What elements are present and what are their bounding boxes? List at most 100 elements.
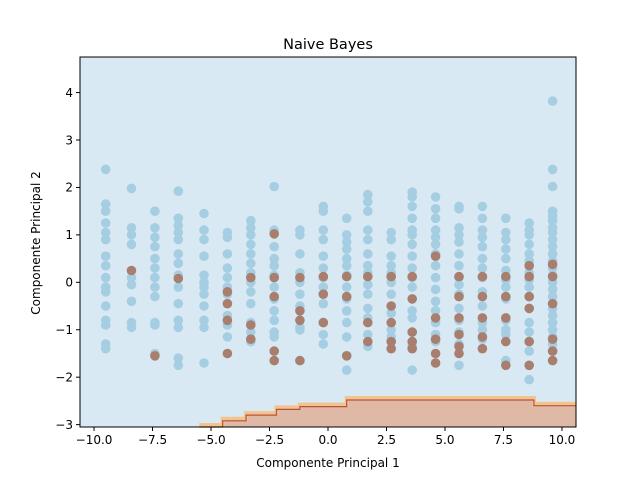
data-point-class-1 [150, 351, 160, 361]
data-point-class-0 [269, 315, 280, 326]
data-point-class-0 [100, 287, 111, 297]
data-point-class-0 [454, 279, 464, 290]
data-point-class-0 [150, 282, 160, 292]
data-point-class-0 [407, 201, 418, 212]
data-point-class-0 [501, 213, 511, 224]
data-point-class-0 [100, 301, 111, 311]
data-point-class-1 [222, 298, 233, 309]
data-point-class-0 [318, 298, 329, 309]
data-point-class-1 [547, 346, 558, 356]
data-point-class-0 [246, 230, 256, 240]
data-point-class-0 [363, 189, 373, 200]
data-point-class-0 [454, 249, 464, 259]
y-axis-label: Componente Principal 2 [29, 171, 43, 314]
data-point-class-1 [222, 315, 233, 326]
data-point-class-0 [407, 313, 418, 323]
data-point-class-0 [477, 232, 488, 243]
data-point-class-0 [100, 320, 111, 330]
data-point-class-0 [126, 296, 137, 307]
data-point-class-1 [454, 271, 464, 282]
x-axis-ticks: −10.0 −7.5 −5.0 −2.5 0.0 2.5 5.0 7.5 10.0 [76, 427, 575, 447]
data-point-class-0 [222, 232, 233, 243]
data-point-class-0 [477, 225, 488, 235]
data-point-class-0 [547, 227, 558, 238]
decision-boundary-light [199, 396, 576, 427]
data-point-class-1 [407, 327, 418, 337]
data-point-class-0 [524, 346, 534, 356]
data-point-class-1 [524, 271, 534, 282]
data-point-class-1 [430, 348, 441, 359]
data-point-class-0 [524, 374, 534, 385]
data-point-class-0 [454, 237, 464, 247]
data-point-class-1 [547, 271, 558, 282]
data-point-class-1 [246, 334, 256, 345]
data-point-class-0 [547, 215, 558, 226]
data-point-class-0 [407, 306, 418, 316]
data-point-class-0 [547, 164, 558, 175]
y-tick-label: 1 [65, 228, 73, 242]
data-point-class-0 [386, 260, 397, 271]
x-tick-label: 2.5 [377, 433, 396, 447]
data-point-class-0 [386, 325, 397, 335]
data-point-class-1 [363, 336, 373, 347]
data-point-class-1 [547, 298, 558, 309]
data-point-class-0 [222, 263, 233, 273]
x-tick-label: −10.0 [76, 433, 113, 447]
x-axis-label: Componente Principal 1 [256, 456, 399, 470]
data-point-class-0 [318, 251, 329, 261]
data-point-class-1 [524, 260, 534, 271]
data-point-class-0 [173, 258, 184, 269]
data-point-class-1 [407, 336, 418, 347]
data-point-class-0 [430, 192, 441, 202]
data-point-class-1 [269, 355, 280, 366]
data-point-class-1 [454, 329, 464, 340]
data-point-class-1 [501, 336, 511, 347]
data-point-class-0 [407, 282, 418, 292]
data-point-class-1 [341, 291, 352, 302]
data-point-class-0 [246, 327, 256, 337]
data-point-class-0 [246, 287, 256, 297]
data-point-class-0 [501, 234, 511, 245]
data-point-class-0 [295, 230, 305, 240]
data-point-class-0 [222, 332, 233, 342]
data-point-class-0 [407, 239, 418, 250]
data-point-class-0 [524, 230, 534, 240]
data-point-class-0 [150, 263, 160, 273]
data-point-class-0 [547, 241, 558, 252]
data-point-class-0 [269, 332, 280, 342]
data-point-class-0 [100, 199, 111, 209]
data-point-class-0 [341, 253, 352, 264]
data-point-class-1 [501, 271, 511, 282]
data-point-class-0 [454, 303, 464, 314]
data-point-class-1 [524, 360, 534, 371]
data-point-class-0 [126, 279, 137, 290]
data-point-class-0 [150, 291, 160, 302]
data-point-class-1 [295, 315, 305, 326]
data-point-class-0 [173, 186, 184, 196]
data-point-class-1 [407, 343, 418, 354]
x-tick-label: −7.5 [138, 433, 167, 447]
data-point-class-0 [126, 239, 137, 250]
x-tick-label: −2.5 [255, 433, 284, 447]
data-point-class-1 [501, 291, 511, 302]
data-point-class-0 [100, 218, 111, 228]
data-point-class-1 [222, 287, 233, 297]
data-point-class-0 [100, 260, 111, 271]
data-point-class-1 [524, 291, 534, 302]
data-point-class-1 [430, 313, 441, 323]
data-point-class-0 [318, 282, 329, 292]
data-point-class-0 [341, 260, 352, 271]
data-point-class-0 [363, 289, 373, 300]
data-point-class-0 [318, 329, 329, 340]
data-point-class-0 [222, 272, 233, 283]
data-point-class-0 [199, 208, 209, 219]
data-point-class-0 [363, 279, 373, 290]
scatter-points [100, 96, 558, 385]
data-point-class-0 [430, 232, 441, 243]
data-point-class-1 [363, 271, 373, 282]
data-point-class-0 [407, 251, 418, 261]
data-point-class-0 [199, 315, 209, 326]
data-point-class-0 [547, 291, 558, 302]
y-tick-label: −2 [55, 370, 73, 384]
